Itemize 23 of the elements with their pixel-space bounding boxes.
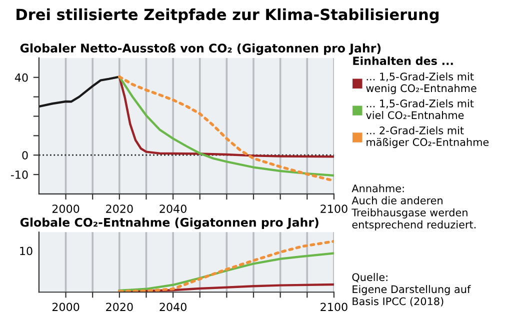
legend-label: ... 1,5-Grad-Ziels mit viel CO₂-Entnahme [366,99,474,120]
text: 10 [20,246,32,256]
legend-label: ... 2-Grad-Ziels mit mäßiger CO₂-Entnahme [366,126,489,148]
x-tick-label: 2100 [320,302,348,312]
y-tick-label: -10 [10,170,28,179]
x-tick-label: 2100 [320,204,348,213]
x-tick-label: 2000 [52,302,80,312]
x-tick-label: 2000 [52,204,80,213]
legend-title: Einhalten des ... [353,56,453,66]
y-tick-label: 40 [14,73,28,82]
chart-title: Drei stilisierte Zeitpfade zur Klima-Stabilisierung [16,8,439,24]
x-tick-label: 2040 [160,302,186,312]
legend-label: ... 1,5-Grad-Ziels mit wenig CO₂-Entnahme [366,72,476,94]
chart-title: Globale CO₂-Entnahme (Gigatonnen pro Jahr) [20,218,318,230]
y-tick-label: 0 [22,151,28,160]
line-series [38,76,121,108]
chart-subtitle: Globaler Netto-Ausstoß von CO₂ (Gigatonnen pro Jahr) [20,43,381,55]
text: Annahme: Auch die anderen Treibhausgase werden entsprechend reduziert. [352,184,476,231]
x-tick-label: 2040 [160,204,186,213]
line-series [118,76,334,158]
x-tick-label: 2020 [106,204,133,213]
source-note: Quelle: Eigene Darstellung auf Basis IPCC (2018) [352,273,471,306]
x-tick-label: 2020 [106,302,133,312]
